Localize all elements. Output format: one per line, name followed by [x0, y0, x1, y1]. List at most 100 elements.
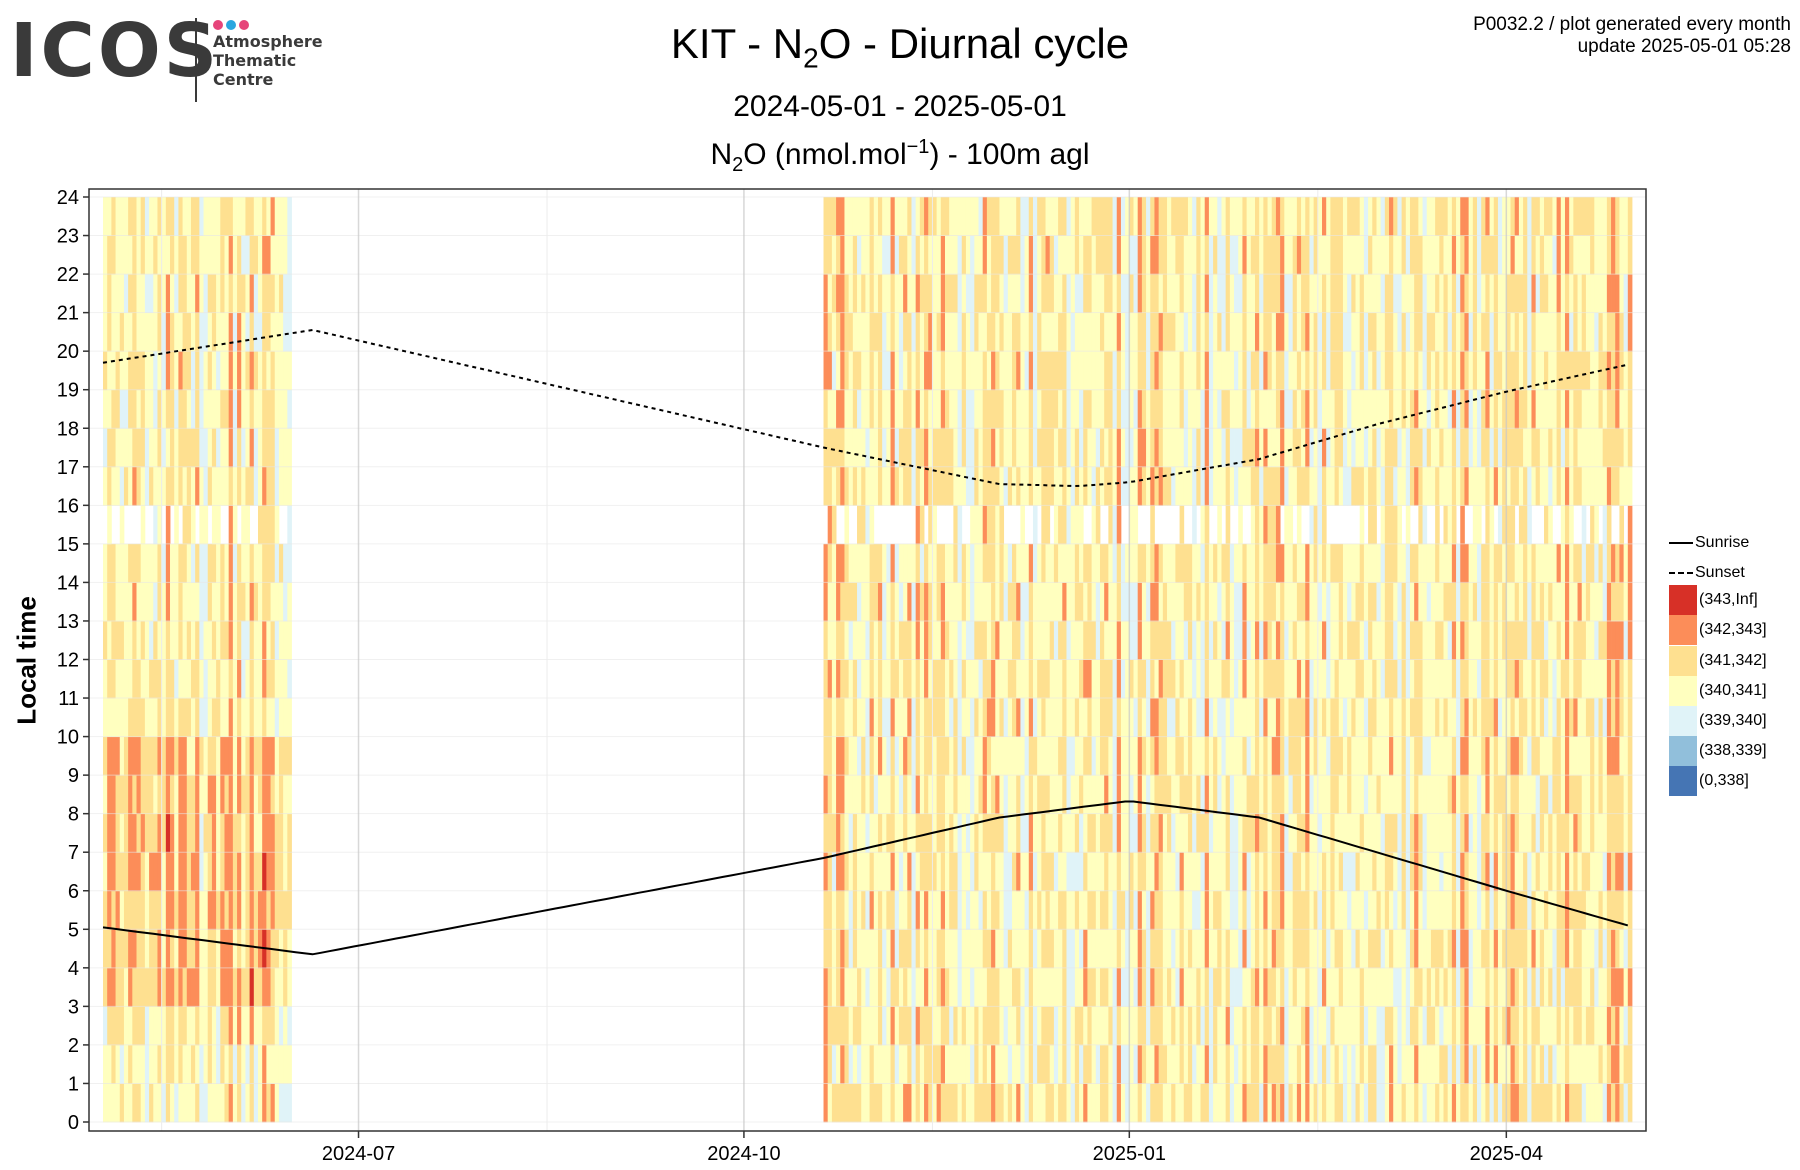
- heat-cell: [195, 736, 200, 776]
- heat-cell: [1514, 582, 1520, 622]
- heat-cell: [1250, 197, 1256, 236]
- heat-cell: [1204, 505, 1210, 545]
- heat-cell: [170, 428, 175, 468]
- heat-cell: [1389, 1006, 1394, 1046]
- heat-cell: [1301, 428, 1306, 468]
- heat-cell: [823, 813, 829, 853]
- heat-cell: [1267, 543, 1273, 583]
- heat-cell: [844, 235, 850, 275]
- heat-cell: [965, 351, 971, 391]
- heat-cell: [974, 351, 979, 391]
- heat-cell: [1389, 967, 1394, 1007]
- heat-cell: [1497, 274, 1503, 314]
- heat-cell: [1305, 852, 1310, 892]
- heat-cell: [211, 659, 217, 699]
- heat-cell: [1024, 582, 1030, 622]
- heat-cell: [1338, 775, 1344, 815]
- heat-cell: [144, 351, 150, 391]
- heat-cell: [1322, 389, 1327, 429]
- heat-cell: [877, 235, 883, 275]
- heat-cell: [1108, 1044, 1113, 1084]
- heat-cell: [823, 1006, 829, 1046]
- heat-cell: [823, 775, 829, 815]
- heat-cell: [1405, 197, 1411, 236]
- heat-cell: [1020, 775, 1025, 815]
- heat-cell: [1468, 351, 1474, 391]
- heat-cell: [232, 351, 238, 391]
- heat-cell: [1179, 197, 1185, 236]
- heat-cell: [1049, 929, 1055, 969]
- heat-cell: [1351, 197, 1356, 236]
- heat-cell: [965, 428, 971, 468]
- heat-cell: [1242, 813, 1248, 853]
- heat-cell: [970, 582, 975, 622]
- heat-cell: [1284, 428, 1289, 468]
- heat-cell: [1079, 235, 1084, 275]
- heat-cell: [1284, 351, 1289, 391]
- heat-cell: [1338, 274, 1344, 314]
- heat-cell: [1171, 890, 1176, 930]
- heat-cell: [190, 351, 196, 391]
- heat-cell: [1003, 967, 1009, 1007]
- heat-cell: [1497, 505, 1503, 545]
- heat-cell: [182, 1006, 188, 1046]
- heat-cell: [195, 967, 200, 1007]
- heat-cell: [1464, 274, 1470, 314]
- heat-cell: [869, 274, 875, 314]
- heat-cell: [1217, 620, 1222, 660]
- heat-cell: [1359, 543, 1365, 583]
- heat-cell: [1070, 235, 1076, 275]
- heat-cell: [932, 235, 938, 275]
- heat-cell: [1351, 929, 1356, 969]
- heat-cell: [283, 813, 288, 853]
- heat-cell: [1393, 505, 1398, 545]
- heat-cell: [1112, 582, 1118, 622]
- heat-cell: [1070, 543, 1076, 583]
- heat-cell: [1016, 659, 1021, 699]
- heat-cell: [1213, 1044, 1218, 1084]
- heat-cell: [970, 659, 975, 699]
- heat-cell: [1137, 967, 1143, 1007]
- heat-cell: [1062, 890, 1067, 930]
- heat-cell: [111, 852, 116, 892]
- heat-cell: [1028, 582, 1034, 622]
- heat-cell: [1150, 505, 1155, 545]
- heat-cell: [823, 466, 829, 506]
- heat-cell: [1104, 929, 1109, 969]
- heat-cell: [1104, 428, 1109, 468]
- heat-cell: [1435, 582, 1440, 622]
- heat-cell: [1372, 505, 1377, 545]
- heat-cell: [241, 1083, 246, 1123]
- heat-cell: [932, 312, 938, 352]
- heat-cell: [1196, 351, 1201, 391]
- heat-cell: [1062, 466, 1067, 506]
- heat-cell: [852, 852, 858, 892]
- heat-cell: [1301, 312, 1306, 352]
- heat-cell: [978, 312, 984, 352]
- heat-cell: [1322, 235, 1327, 275]
- heat-cell: [1024, 235, 1030, 275]
- heat-cell: [1288, 428, 1294, 468]
- heat-cell: [1506, 929, 1511, 969]
- heat-cell: [1099, 466, 1105, 506]
- heat-cell: [1418, 736, 1423, 776]
- heat-cell: [1116, 813, 1122, 853]
- heat-cell: [237, 543, 242, 583]
- heat-cell: [136, 543, 142, 583]
- heat-cell: [1238, 736, 1243, 776]
- heat-cell: [1435, 351, 1440, 391]
- heat-cell: [1225, 813, 1231, 853]
- heat-cell: [986, 351, 992, 391]
- heat-cell: [999, 775, 1005, 815]
- heat-cell: [174, 351, 179, 391]
- heat-cell: [840, 659, 845, 699]
- heat-cell: [253, 197, 259, 236]
- heat-cell: [894, 775, 900, 815]
- heat-cell: [1502, 1044, 1507, 1084]
- heat-cell: [852, 967, 858, 1007]
- heat-cell: [1150, 428, 1155, 468]
- heat-cell: [237, 197, 242, 236]
- heat-cell: [1007, 274, 1013, 314]
- heat-cell: [149, 582, 154, 622]
- heat-cell: [1481, 1044, 1486, 1084]
